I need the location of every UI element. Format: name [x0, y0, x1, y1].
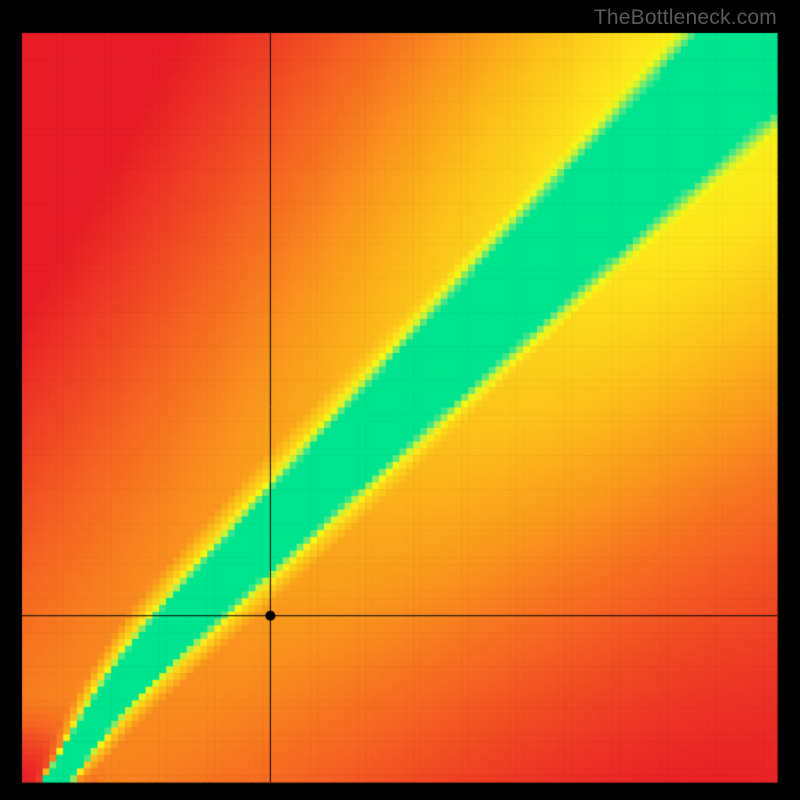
chart-container: TheBottleneck.com — [0, 0, 800, 800]
bottleneck-heatmap-canvas — [0, 0, 800, 800]
watermark-text: TheBottleneck.com — [594, 6, 777, 30]
